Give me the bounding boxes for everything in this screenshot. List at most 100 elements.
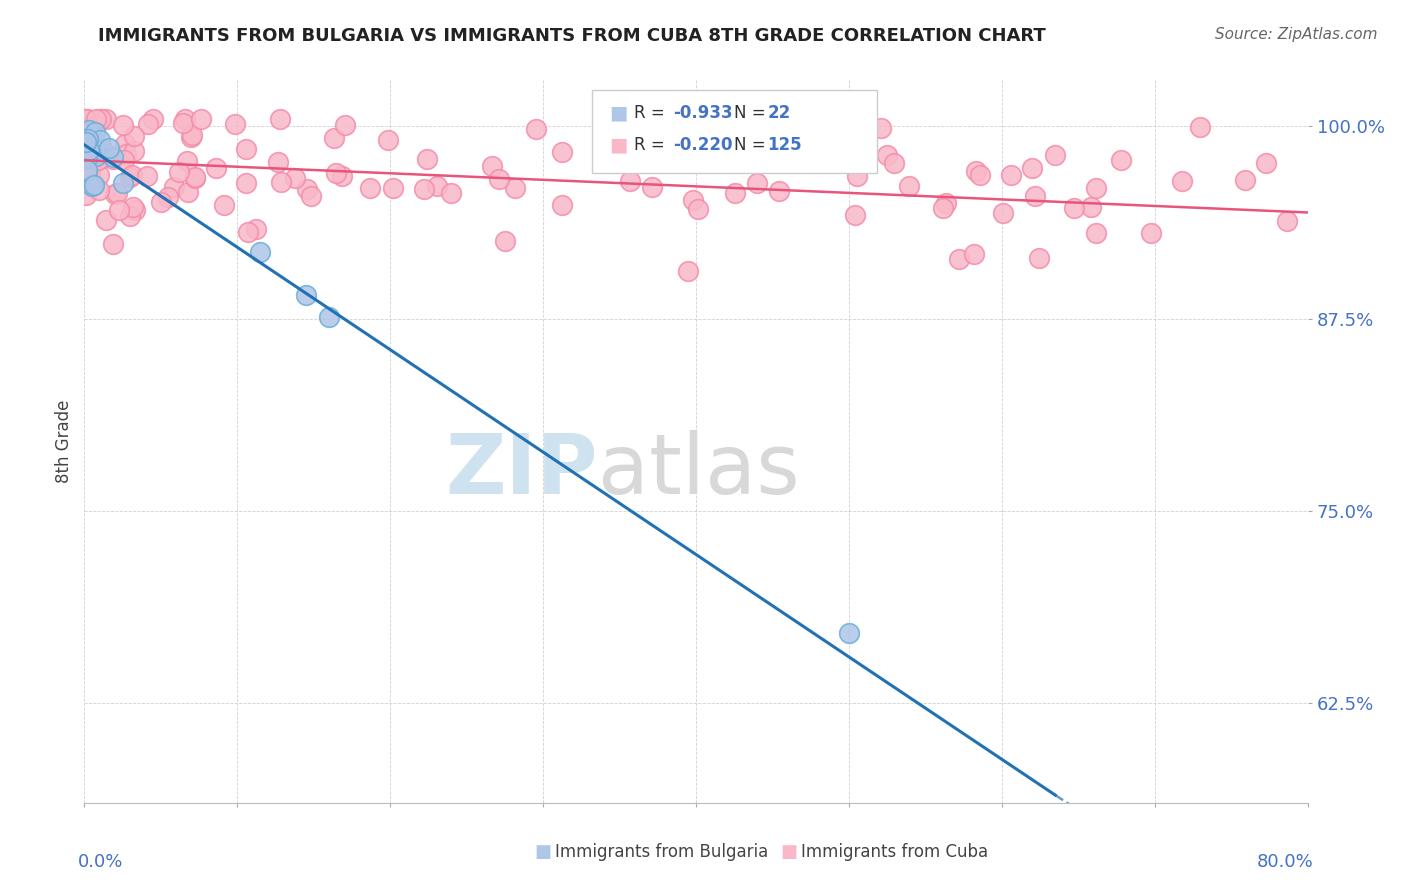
Point [79, 128, 101, 143]
Point [103, 152, 125, 166]
Point [76, 149, 98, 163]
Point [181, 128, 204, 142]
Text: 22: 22 [768, 104, 792, 122]
Point [77, 131, 100, 145]
Text: 125: 125 [768, 136, 803, 154]
Point [245, 222, 267, 236]
Point [295, 287, 318, 301]
Point [87, 183, 110, 197]
Point [83, 153, 105, 168]
Point [122, 144, 145, 158]
Point [76, 151, 98, 165]
Point [79, 120, 101, 134]
Point [686, 202, 709, 216]
Point [136, 117, 159, 131]
Point [235, 176, 257, 190]
Point [883, 156, 905, 170]
Point [180, 129, 202, 144]
Point [91, 151, 114, 165]
Point [969, 168, 991, 182]
Point [440, 186, 463, 201]
Point [1188, 120, 1211, 134]
Point [101, 150, 124, 164]
Point [94, 212, 117, 227]
Point [205, 161, 228, 176]
Text: R =: R = [634, 104, 671, 122]
Point [84, 112, 107, 126]
Point [76, 112, 98, 126]
Point [105, 186, 128, 201]
Point [135, 169, 157, 183]
Point [301, 188, 323, 202]
Text: 0.0%: 0.0% [79, 854, 124, 871]
Text: N =: N = [734, 104, 770, 122]
Point [682, 193, 704, 207]
Point [75, 112, 97, 126]
Point [359, 181, 381, 195]
Point [1085, 181, 1108, 195]
Point [844, 208, 866, 222]
Point [142, 112, 165, 126]
Point [413, 182, 436, 196]
Point [1063, 201, 1085, 215]
Point [121, 168, 143, 182]
Point [931, 201, 953, 215]
Point [382, 180, 405, 194]
Point [124, 202, 146, 217]
Text: ■: ■ [609, 103, 627, 123]
Point [183, 171, 205, 186]
Point [115, 147, 138, 161]
Point [224, 117, 246, 131]
Point [641, 180, 664, 194]
Point [745, 176, 768, 190]
Point [870, 121, 893, 136]
Point [108, 202, 131, 217]
Point [75, 188, 97, 202]
Point [91, 143, 114, 157]
Point [1024, 189, 1046, 203]
Text: Immigrants from Bulgaria: Immigrants from Bulgaria [555, 843, 769, 861]
Point [79, 142, 101, 156]
Point [551, 198, 574, 212]
Point [90, 112, 112, 126]
Point [75, 145, 97, 160]
Point [270, 175, 292, 189]
Point [481, 159, 503, 173]
Point [267, 155, 290, 169]
Point [488, 172, 510, 186]
Point [79, 166, 101, 180]
Point [1085, 226, 1108, 240]
Point [723, 186, 745, 200]
Point [163, 180, 186, 194]
Text: atlas: atlas [598, 430, 800, 511]
Point [935, 195, 957, 210]
Point [150, 194, 173, 209]
Point [325, 165, 347, 179]
Point [297, 182, 319, 196]
Point [104, 186, 127, 201]
Point [172, 116, 194, 130]
Point [876, 148, 898, 162]
Point [1275, 214, 1298, 228]
Point [76, 144, 98, 158]
Point [190, 112, 212, 126]
Text: ■: ■ [609, 136, 627, 155]
Point [765, 132, 787, 146]
Point [613, 145, 636, 159]
Point [965, 164, 987, 178]
Point [323, 131, 346, 145]
Point [87, 168, 110, 182]
Point [112, 153, 135, 168]
Point [236, 225, 259, 239]
Point [177, 186, 200, 200]
Text: IMMIGRANTS FROM BULGARIA VS IMMIGRANTS FROM CUBA 8TH GRADE CORRELATION CHART: IMMIGRANTS FROM BULGARIA VS IMMIGRANTS F… [98, 27, 1046, 45]
Point [76, 167, 98, 181]
Point [79, 150, 101, 164]
Point [1254, 156, 1277, 170]
Text: N =: N = [734, 136, 770, 154]
Point [503, 181, 526, 195]
Point [89, 112, 111, 126]
Point [122, 200, 145, 214]
Text: -0.933: -0.933 [673, 104, 733, 122]
Point [619, 173, 641, 187]
